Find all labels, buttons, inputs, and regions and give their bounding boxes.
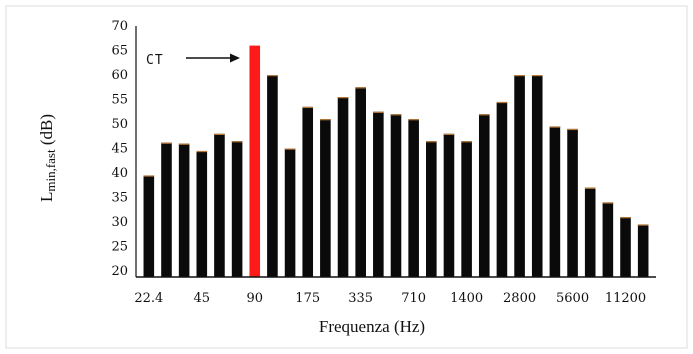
bar <box>284 148 296 277</box>
bar-cap <box>426 141 437 143</box>
y-tick-label: 70 <box>111 19 128 34</box>
bar-cap <box>443 133 455 135</box>
bar-cap <box>373 111 384 113</box>
bar-cap <box>408 119 419 121</box>
bar-cap <box>390 114 402 116</box>
y-tick-label: 60 <box>111 68 128 83</box>
x-tick-label: 710 <box>401 291 426 306</box>
bar-cap <box>284 148 296 150</box>
y-tick-label: 20 <box>111 264 128 279</box>
y-tick-label: 55 <box>111 93 128 108</box>
y-tick-label: 50 <box>111 117 128 132</box>
bar <box>355 87 366 277</box>
y-tick-label: 65 <box>111 44 128 59</box>
y-axis-title: Lmin,fast (dB) <box>37 114 58 202</box>
bar <box>549 126 561 277</box>
y-tick-label: 35 <box>111 191 128 206</box>
bar-cap <box>549 126 561 128</box>
bar-highlighted <box>249 45 261 277</box>
bar-cap <box>637 224 649 226</box>
bar <box>320 119 331 277</box>
x-tick-label: 5600 <box>556 291 589 306</box>
bar <box>461 141 472 277</box>
bar-cap <box>602 202 614 204</box>
bar <box>267 75 278 277</box>
bar-cap <box>514 75 525 77</box>
x-axis-title: Frequenza (Hz) <box>319 317 425 336</box>
bar-cap <box>267 75 278 77</box>
bar <box>567 128 578 277</box>
bar <box>231 141 243 277</box>
bar <box>143 175 155 277</box>
bar <box>584 187 596 277</box>
bar-cap <box>496 101 508 104</box>
x-tick-label: 335 <box>348 291 373 306</box>
bar-cap <box>178 143 190 145</box>
bar-cap <box>214 133 225 135</box>
bar <box>178 143 190 277</box>
x-tick-labels: 22.4 45 90 175 335 710 1400 2800 5600 11200 <box>134 291 646 306</box>
bar-cap <box>302 106 314 109</box>
x-tick-label: 45 <box>194 291 211 306</box>
bar-cap <box>355 87 366 89</box>
bar <box>426 141 437 277</box>
x-tick-label: 22.4 <box>134 291 163 306</box>
x-tick-label: 11200 <box>605 291 646 306</box>
bar <box>637 224 649 277</box>
bar <box>478 114 490 277</box>
bar <box>514 75 525 277</box>
bar-cap <box>161 142 172 144</box>
bar-cap <box>478 114 490 116</box>
bar <box>620 217 631 277</box>
bar <box>496 101 508 277</box>
bar-cap <box>531 75 543 77</box>
ct-annotation: CT <box>146 53 240 68</box>
bar <box>602 202 614 277</box>
y-tick-label: 25 <box>111 240 128 255</box>
bar-cap <box>337 97 349 99</box>
bar <box>337 97 349 277</box>
bar <box>408 119 419 277</box>
bar <box>302 106 314 277</box>
bar <box>373 111 384 277</box>
y-tick-labels: 20 25 30 35 40 45 50 55 60 65 70 <box>111 19 128 279</box>
bars <box>143 45 649 277</box>
y-axis-title-sub: min,fast <box>43 149 58 192</box>
bar <box>443 133 455 277</box>
bar <box>390 114 402 277</box>
bar <box>161 142 172 277</box>
bar <box>196 150 208 277</box>
y-axis-title-unit: (dB) <box>37 114 56 149</box>
bar-cap <box>584 187 596 189</box>
x-tick-label: 1400 <box>450 291 483 306</box>
x-tick-label: 175 <box>295 291 320 306</box>
x-tick-label: 90 <box>246 291 263 306</box>
bar-cap <box>320 119 331 121</box>
bar <box>531 75 543 277</box>
bar <box>214 133 225 277</box>
x-tick-label: 2800 <box>503 291 536 306</box>
svg-text:Lmin,fast (dB): Lmin,fast (dB) <box>37 114 58 202</box>
bar-cap <box>231 141 243 143</box>
y-tick-label: 40 <box>111 166 128 181</box>
y-axis-title-main: L <box>37 192 56 202</box>
bar-cap <box>196 150 208 153</box>
y-tick-label: 30 <box>111 215 128 230</box>
bar-cap <box>461 141 472 143</box>
bar-cap <box>143 175 155 177</box>
bar-cap <box>620 217 631 219</box>
ct-annotation-label: CT <box>146 53 164 68</box>
y-tick-label: 45 <box>111 142 128 157</box>
ct-arrow-head <box>230 53 240 63</box>
bar-cap <box>567 128 578 131</box>
